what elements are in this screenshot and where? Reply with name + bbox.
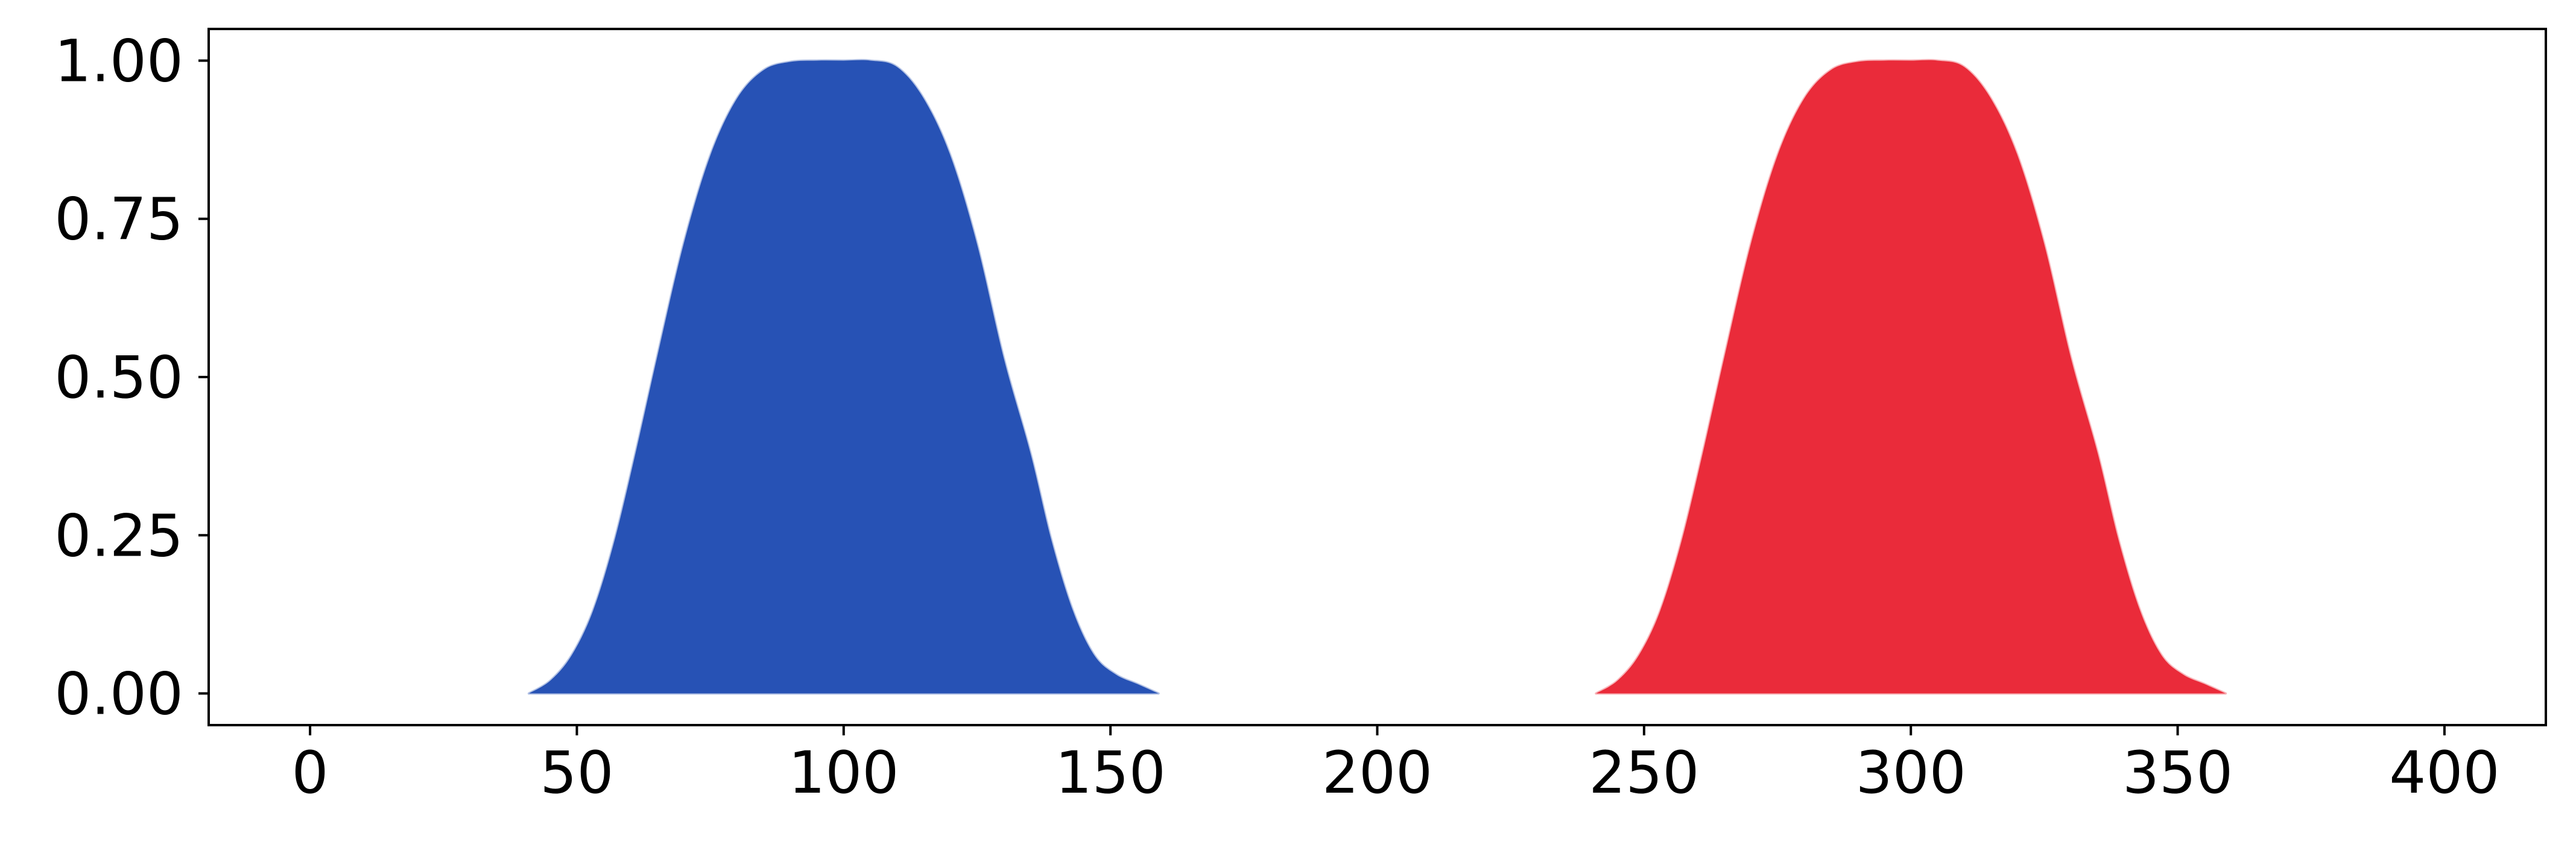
series-1-area: [527, 59, 1160, 695]
x-tick-label: 200: [1322, 739, 1432, 807]
y-tick-label: 0.00: [54, 661, 183, 728]
x-tick-label: 150: [1055, 739, 1166, 807]
x-tick-label: 400: [2389, 739, 2499, 807]
series-1: [527, 59, 1160, 695]
x-tick-label: 50: [540, 739, 613, 807]
y-tick-label: 0.50: [54, 344, 183, 411]
series-2: [1595, 59, 2227, 695]
x-axis: 0 50 100 150 200 250 300 350 400: [292, 725, 2500, 807]
y-axis: 0.00 0.25 0.50 0.75 1.00: [54, 27, 209, 728]
x-tick-label: 250: [1589, 739, 1699, 807]
series-2-area: [1595, 59, 2227, 695]
x-tick-label: 300: [1856, 739, 1966, 807]
y-tick-label: 0.25: [54, 502, 183, 569]
y-tick-label: 1.00: [54, 27, 183, 95]
x-tick-label: 350: [2122, 739, 2233, 807]
x-tick-label: 0: [292, 739, 329, 807]
series-layer: [527, 59, 2227, 695]
y-tick-label: 0.75: [54, 186, 183, 253]
x-tick-label: 100: [788, 739, 899, 807]
